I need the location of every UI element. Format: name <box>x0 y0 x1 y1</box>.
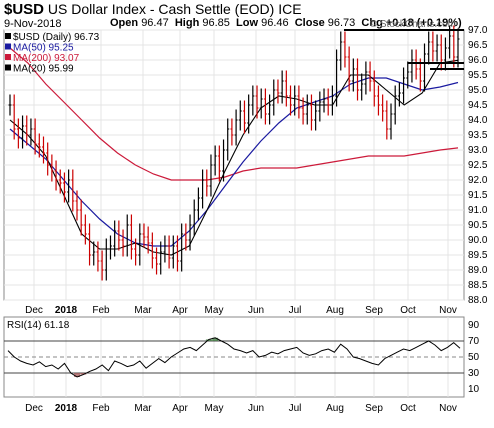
price-y-tick-label: 92.0 <box>468 175 488 186</box>
legend-swatch <box>5 33 11 39</box>
price-y-tick-label: 89.5 <box>468 250 488 261</box>
price-y-tick-label: 93.0 <box>468 145 488 156</box>
price-x-tick-label: Oct <box>400 305 416 316</box>
price-x-tick-label: Aug <box>326 305 344 316</box>
price-x-tick-label: Jun <box>248 305 264 316</box>
copyright: © StockCharts.com <box>369 19 456 30</box>
price-y-tick-label: 93.5 <box>468 130 488 141</box>
rsi-oversold-fill <box>80 373 87 375</box>
price-x-tick-label: May <box>205 305 224 316</box>
price-x-tick-label: 2018 <box>55 305 78 316</box>
rsi-line <box>7 337 461 378</box>
price-y-tick-label: 88.0 <box>468 295 488 306</box>
price-x-tick-label: Nov <box>439 305 457 316</box>
legend-label: $USD (Daily) 96.73 <box>13 32 100 43</box>
price-y-tick-label: 95.0 <box>468 85 488 96</box>
rsi-overbought-fill <box>205 339 212 341</box>
rsi-x-tick-label: May <box>205 403 224 414</box>
price-x-tick-label: Sep <box>365 305 383 316</box>
price-x-tick-label: Feb <box>92 305 110 316</box>
price-y-tick-label: 90.0 <box>468 235 488 246</box>
rsi-y-tick-label: 30 <box>468 368 480 379</box>
price-y-tick-label: 96.5 <box>468 40 488 51</box>
instrument-name: US Dollar Index - Cash Settle (EOD) <box>47 1 275 17</box>
ohlc-readout: Open 96.47 High 96.85 Low 96.46 Close 96… <box>110 17 462 29</box>
price-y-tick-label: 91.0 <box>468 205 488 216</box>
legend-label: MA(50) 95.25 <box>13 43 74 54</box>
price-y-tick-label: 95.5 <box>468 70 488 81</box>
rsi-x-tick-label: Feb <box>92 403 110 414</box>
open-value: 96.47 <box>141 17 169 29</box>
ma20-line <box>9 59 459 256</box>
chart-title: $USD US Dollar Index - Cash Settle (EOD)… <box>4 1 302 18</box>
price-x-tick-label: Apr <box>172 305 188 316</box>
price-x-tick-label: Jul <box>289 305 302 316</box>
rsi-y-tick-label: 10 <box>468 384 480 395</box>
exchange: ICE <box>278 1 302 17</box>
close-value: 96.73 <box>327 17 356 29</box>
rsi-x-tick-label: Dec <box>25 403 43 414</box>
price-y-tick-label: 92.5 <box>468 160 488 171</box>
rsi-y-tick-label: 70 <box>468 336 480 347</box>
price-y-tick-label: 89.0 <box>468 265 488 276</box>
price-x-tick-label: Mar <box>134 305 152 316</box>
rsi-y-tick-label: 90 <box>468 320 480 331</box>
price-y-tick-label: 94.0 <box>468 115 488 126</box>
rsi-x-tick-label: Mar <box>134 403 152 414</box>
chart-date: 9-Nov-2018 <box>4 18 62 30</box>
rsi-overbought-fill <box>212 337 219 341</box>
price-y-tick-label: 96.0 <box>468 55 488 66</box>
price-x-tick-label: Dec <box>25 305 43 316</box>
rsi-y-tick-label: 50 <box>468 352 480 363</box>
price-y-tick-label: 88.5 <box>468 280 488 291</box>
legend-swatch <box>5 54 11 60</box>
rsi-x-tick-label: Sep <box>365 403 383 414</box>
rsi-x-tick-label: Apr <box>172 403 188 414</box>
legend-label: MA(20) 95.99 <box>13 64 74 75</box>
price-y-tick-label: 94.5 <box>468 100 488 111</box>
rsi-legend-label: RSI(14) 61.18 <box>7 320 70 331</box>
price-y-tick-label: 90.5 <box>468 220 488 231</box>
change-value: +0.18 (+0.19%) <box>385 17 462 29</box>
legend-swatch <box>5 64 11 71</box>
ma50-line <box>9 77 459 247</box>
rsi-x-tick-label: Oct <box>400 403 416 414</box>
rsi-panel-frame <box>3 316 465 398</box>
rsi-x-tick-label: Nov <box>439 403 457 414</box>
price-y-tick-label: 91.5 <box>468 190 488 201</box>
high-value: 96.85 <box>202 17 230 29</box>
legend-swatch <box>5 43 11 50</box>
rsi-x-tick-label: Aug <box>326 403 344 414</box>
price-y-tick-label: 97.0 <box>468 25 488 36</box>
legend-label: MA(200) 93.07 <box>13 53 80 64</box>
rsi-x-tick-label: Jun <box>248 403 264 414</box>
rsi-oversold-fill <box>74 373 81 377</box>
symbol: $USD <box>4 1 45 18</box>
rsi-x-tick-label: Jul <box>289 403 302 414</box>
rsi-x-tick-label: 2018 <box>55 403 78 414</box>
low-value: 96.46 <box>261 17 289 29</box>
